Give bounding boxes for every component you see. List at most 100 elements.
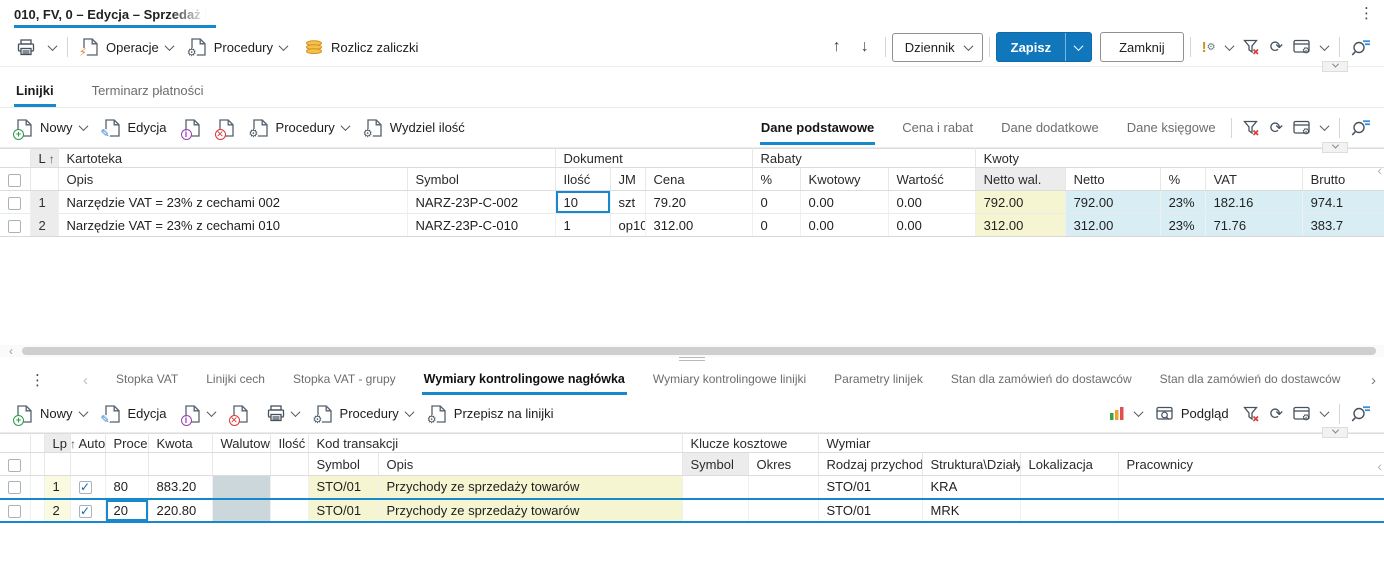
cell-vat[interactable]: 182.16 xyxy=(1205,190,1303,214)
dziennik-dropdown[interactable]: Dziennik xyxy=(891,32,983,62)
tab-parametry-linijek[interactable]: Parametry linijek xyxy=(834,372,923,386)
cell-wartosc[interactable]: 0.00 xyxy=(888,190,976,214)
close-button[interactable]: Zamknij xyxy=(1100,32,1184,62)
select-all-checkbox[interactable] xyxy=(8,173,21,187)
dimensions-procedury-button[interactable]: ⚙ Procedury xyxy=(308,400,422,428)
cell-jm[interactable]: op10 xyxy=(610,213,646,237)
new-dimension-button[interactable]: + Nowy xyxy=(8,400,96,428)
scrollbar-thumb[interactable] xyxy=(22,347,1376,355)
tab-dane-dodatkowe[interactable]: Dane dodatkowe xyxy=(1001,120,1099,135)
cell-kwotowy[interactable]: 0.00 xyxy=(800,190,889,214)
edit-line-button[interactable]: ✎ Edycja xyxy=(96,114,176,142)
cell-lokalizacja[interactable] xyxy=(1020,475,1119,499)
save-dropdown[interactable] xyxy=(1065,33,1091,61)
col-vat-header[interactable]: VAT xyxy=(1205,167,1303,191)
tab-stopka-vat-grupy[interactable]: Stopka VAT - grupy xyxy=(292,372,396,386)
select-all-checkbox[interactable] xyxy=(8,458,21,472)
col-netto-header[interactable]: Netto xyxy=(1065,167,1161,191)
line-info-button[interactable]: i xyxy=(176,114,210,142)
tab-wymiary-kontrolingowe-linijki[interactable]: Wymiary kontrolingowe linijki xyxy=(652,372,807,386)
search-icon[interactable] xyxy=(1346,37,1376,58)
clear-filter-icon[interactable] xyxy=(1238,404,1265,424)
cell-symbol[interactable]: NARZ-23P-C-010 xyxy=(407,213,556,237)
cell-struktura-dzialy[interactable]: MRK xyxy=(922,497,1021,523)
cell-rodzaj-przychodow[interactable]: STO/01 xyxy=(818,497,923,523)
col-procent-header[interactable]: Procent xyxy=(105,433,149,453)
cell-ilosc-editor[interactable]: 10 xyxy=(555,190,611,214)
grid-settings-dropdown[interactable] xyxy=(1316,121,1333,133)
table-row[interactable]: 1 Narzędzie VAT = 23% z cechami 002 NARZ… xyxy=(0,190,1384,214)
col-kt-opis-header[interactable]: Opis xyxy=(378,452,683,476)
cell-cena[interactable]: 312.00 xyxy=(645,213,753,237)
lines-procedury-button[interactable]: ⚙ Procedury xyxy=(244,114,358,142)
cell-kod-symbol[interactable]: STO/01 xyxy=(308,497,379,523)
preview-button[interactable]: Podgląd xyxy=(1147,400,1238,428)
cell-lokalizacja[interactable] xyxy=(1020,497,1119,523)
cell-brutto[interactable]: 383.7 xyxy=(1302,213,1384,237)
col-kk-okres-header[interactable]: Okres xyxy=(748,452,819,476)
cell-vat-pct[interactable]: 23% xyxy=(1160,190,1206,214)
refresh-icon[interactable]: ⟳ xyxy=(1269,39,1283,56)
cell-pracownicy[interactable] xyxy=(1118,497,1384,523)
tab-wymiary-kontrolingowe-naglowka[interactable]: Wymiary kontrolingowe nagłówka xyxy=(421,364,628,395)
col-vat-pct-header[interactable]: % xyxy=(1160,167,1206,191)
tab-dane-ksiegowe[interactable]: Dane księgowe xyxy=(1126,120,1216,135)
cell-netto[interactable]: 312.00 xyxy=(1065,213,1161,237)
cell-procent-editor[interactable]: 20 xyxy=(105,497,149,523)
refresh-icon[interactable]: ⟳ xyxy=(1269,119,1283,137)
tab-stopka-vat[interactable]: Stopka VAT xyxy=(116,372,179,386)
col-rodzaj-header[interactable]: Rodzaj przychodów xyxy=(818,452,923,476)
col-ilosc-header[interactable]: Ilość xyxy=(270,433,309,453)
cell-kwota[interactable]: 220.80 xyxy=(148,497,213,523)
move-down-button[interactable]: ↓ xyxy=(860,38,869,55)
col-opis-header[interactable]: Opis xyxy=(58,167,408,191)
cell-kk-symbol[interactable] xyxy=(682,497,749,523)
cell-rabat-pct[interactable]: 0 xyxy=(752,190,801,214)
col-kt-symbol-header[interactable]: Symbol xyxy=(308,452,379,476)
cell-ilosc[interactable] xyxy=(270,475,309,499)
cell-symbol[interactable]: NARZ-23P-C-002 xyxy=(407,190,556,214)
grid-settings-icon[interactable]: ⚙ xyxy=(1288,404,1316,424)
auto-checkbox-checked[interactable] xyxy=(78,504,92,518)
tab-terminarz-platnosci[interactable]: Terminarz płatności xyxy=(91,83,204,98)
col-struktura-header[interactable]: Struktura\Działy xyxy=(922,452,1021,476)
tab-dane-podstawowe[interactable]: Dane podstawowe xyxy=(759,110,876,145)
side-panel-collapse-chevron[interactable]: ‹ xyxy=(1377,458,1382,474)
cell-kwotowy[interactable]: 0.00 xyxy=(800,213,889,237)
cell-kk-okres[interactable] xyxy=(748,475,819,499)
col-jm-header[interactable]: JM xyxy=(610,167,646,191)
bar-chart-dropdown[interactable] xyxy=(1130,407,1147,419)
operacje-button[interactable]: ⚡ Operacje xyxy=(74,33,182,61)
cell-auto[interactable] xyxy=(70,497,106,523)
col-auto-header[interactable]: Auto xyxy=(70,433,106,453)
cell-procent[interactable]: 80 xyxy=(105,475,149,499)
col-symbol-header[interactable]: Symbol xyxy=(407,167,556,191)
toolbar-collapse-chevron[interactable] xyxy=(1322,426,1348,438)
col-brutto-header[interactable]: Brutto xyxy=(1302,167,1384,191)
grid-settings-icon[interactable]: ⚙ xyxy=(1288,118,1316,138)
window-menu-icon[interactable]: ⋮ xyxy=(1359,5,1374,22)
side-panel-collapse-chevron[interactable]: ‹ xyxy=(1377,162,1382,178)
cell-vat[interactable]: 71.76 xyxy=(1205,213,1303,237)
col-ilosc-header[interactable]: Ilość xyxy=(555,167,611,191)
cell-vat-pct[interactable]: 23% xyxy=(1160,213,1206,237)
print-button[interactable] xyxy=(8,33,44,61)
cell-wartosc[interactable]: 0.00 xyxy=(888,213,976,237)
przepisz-na-linijki-button[interactable]: ⚙ Przepisz na linijki xyxy=(422,400,563,428)
tab-stan-dla-zamowien-1[interactable]: Stan dla zamówień do dostawców xyxy=(950,372,1132,386)
clear-filter-icon[interactable] xyxy=(1238,37,1265,57)
col-wartosc-header[interactable]: Wartość xyxy=(888,167,976,191)
cell-jm[interactable]: szt xyxy=(610,190,646,214)
auto-checkbox-checked[interactable] xyxy=(78,481,92,495)
tab-stan-dla-zamowien-2[interactable]: Stan dla zamówień do dostawców xyxy=(1159,372,1341,386)
table-row[interactable]: 1 80 883.20 STO/01 Przychody ze sprzedaż… xyxy=(0,475,1384,499)
col-netto-wal-header[interactable]: Netto wal. xyxy=(975,167,1066,191)
tabs-scroll-right-icon[interactable]: › xyxy=(1365,372,1382,395)
cell-kod-opis[interactable]: Przychody ze sprzedaży towarów xyxy=(378,497,683,523)
cell-brutto[interactable]: 974.1 xyxy=(1302,190,1384,214)
col-kwotowy-header[interactable]: Kwotowy xyxy=(800,167,889,191)
col-lp-header[interactable]: Lp ↑ xyxy=(44,433,76,453)
bottom-tabs-menu-icon[interactable]: ⋮ xyxy=(30,372,45,389)
print-dimension-button[interactable] xyxy=(258,400,308,428)
print-dropdown[interactable] xyxy=(44,40,61,53)
